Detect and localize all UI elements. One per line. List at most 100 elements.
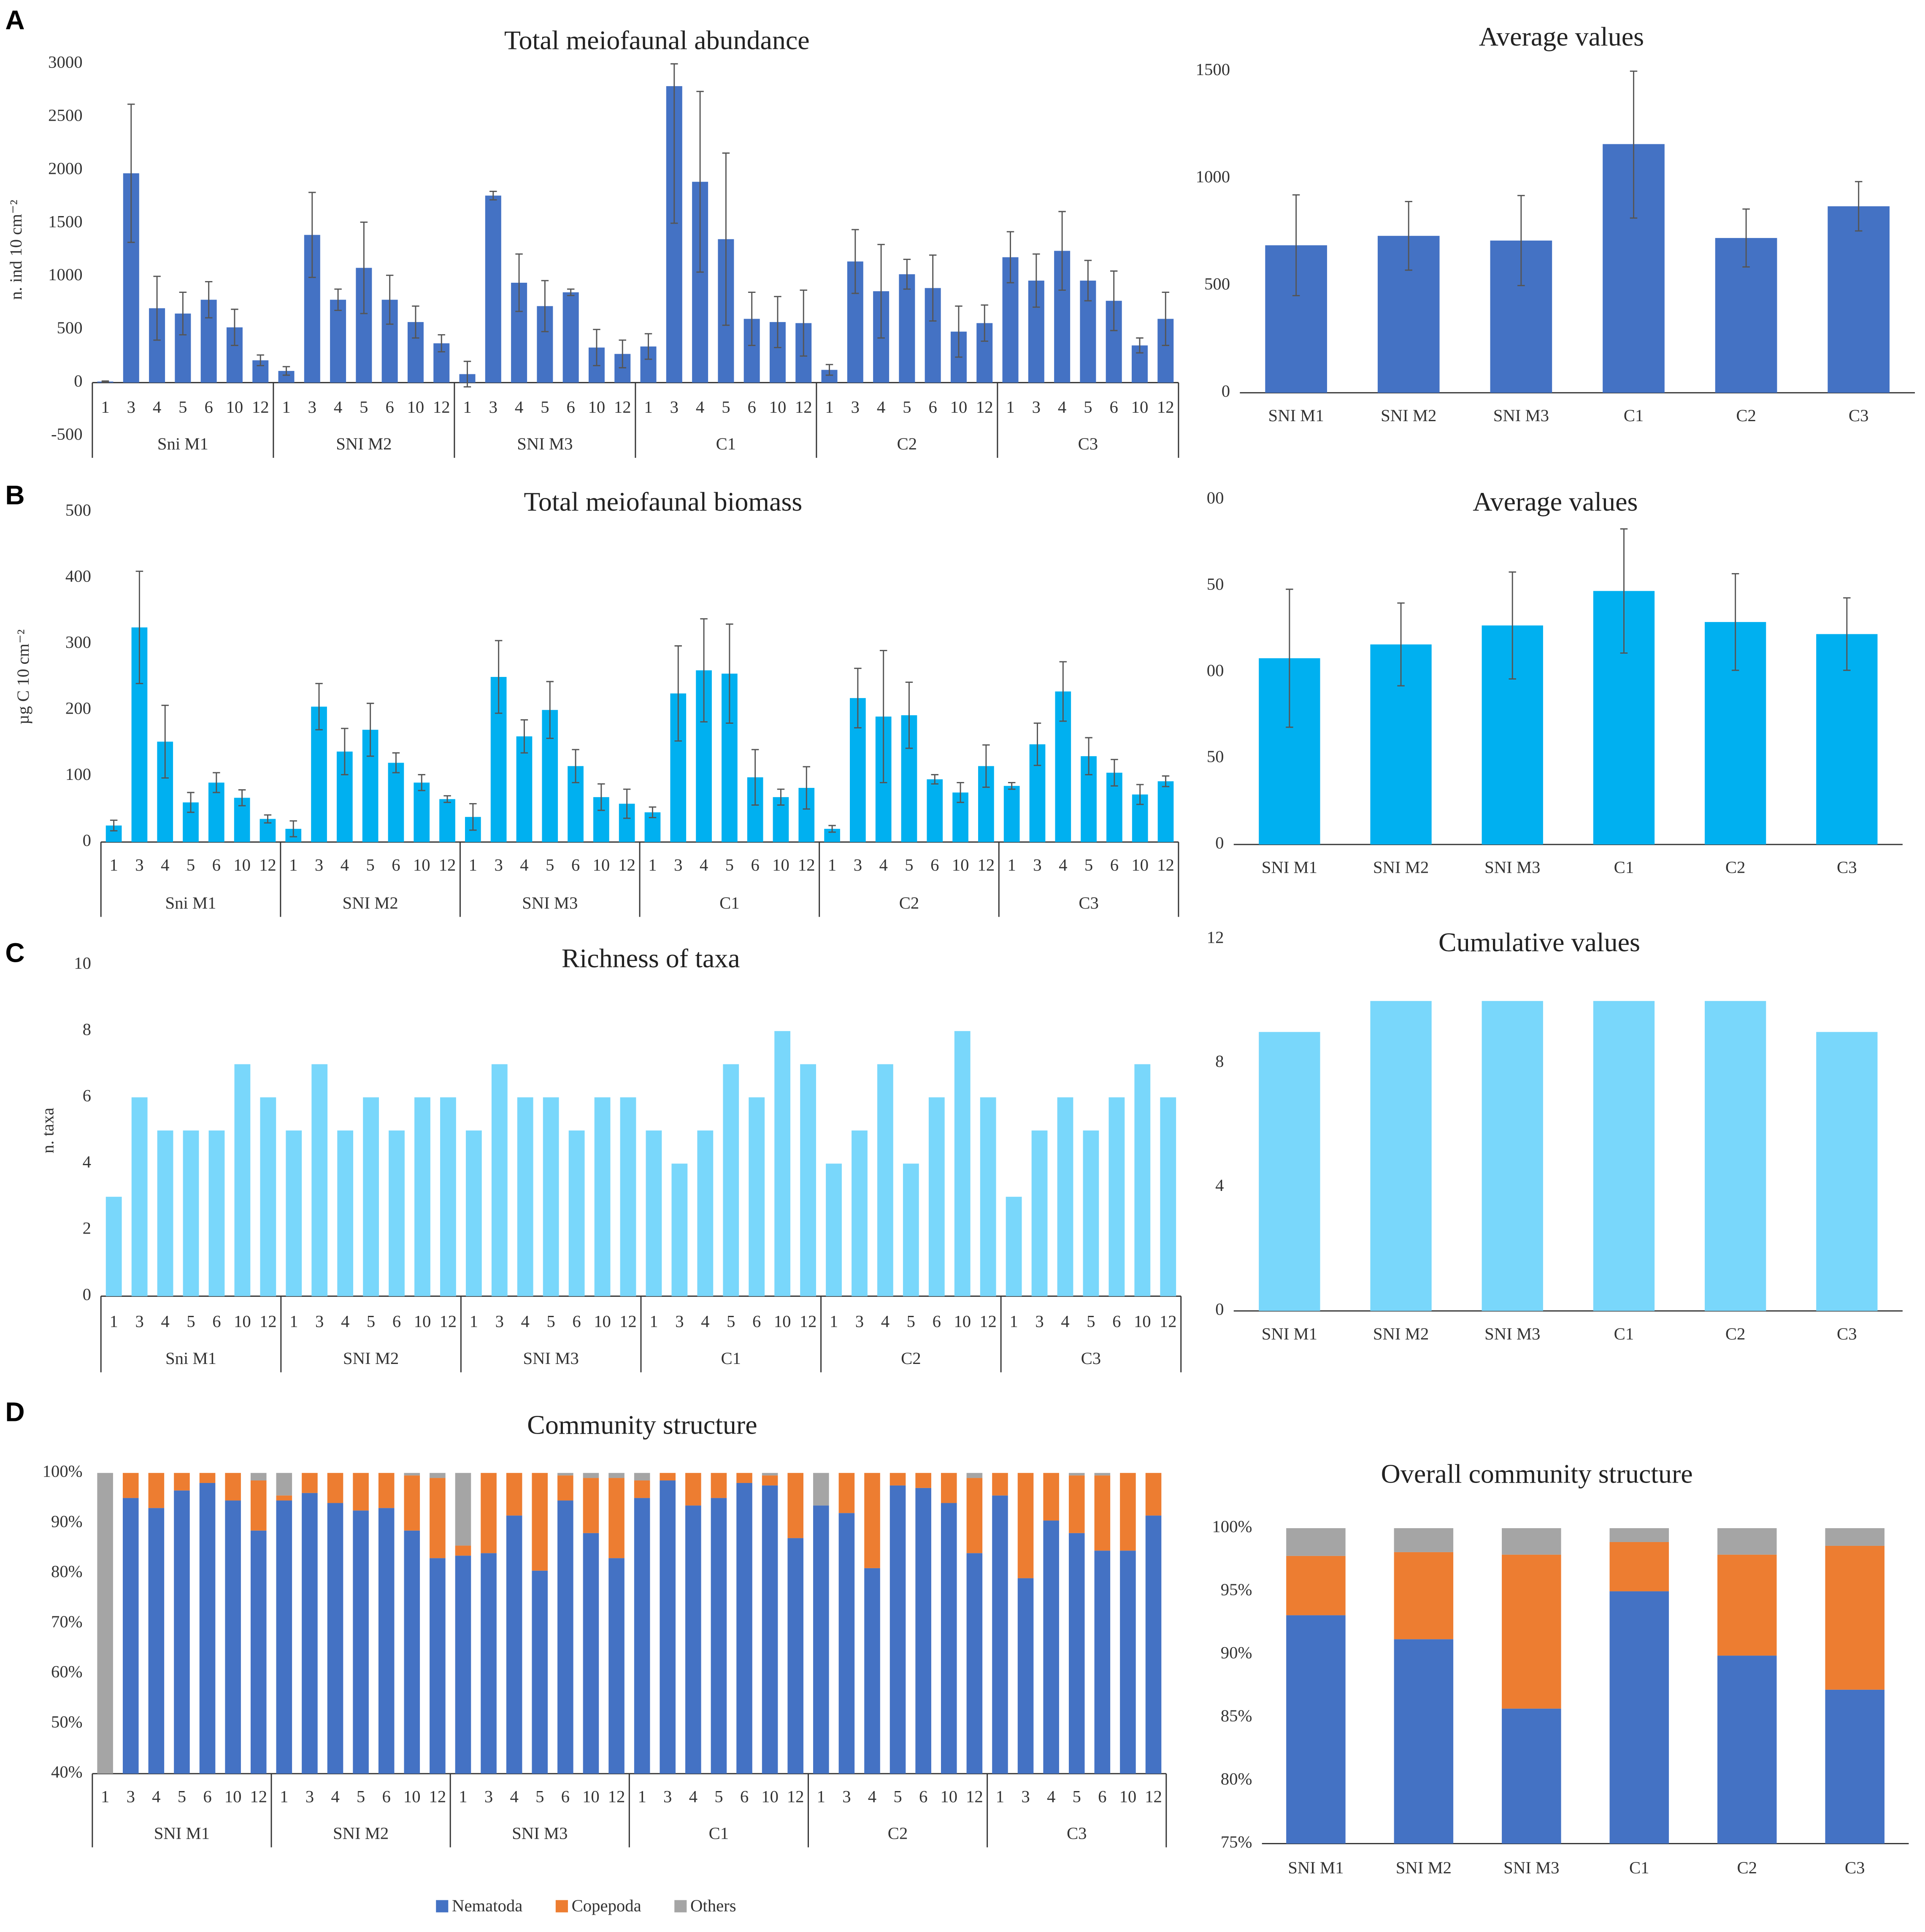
x-tick-label: 12 bbox=[1145, 1787, 1162, 1806]
x-tick-label: 12 bbox=[787, 1787, 804, 1806]
x-tick-label: 6 bbox=[747, 398, 756, 417]
bar-segment bbox=[455, 1545, 471, 1556]
error-bar bbox=[623, 788, 631, 819]
bar-segment bbox=[1094, 1475, 1111, 1551]
y-tick-label: 1000 bbox=[48, 265, 82, 284]
bar bbox=[594, 1097, 611, 1296]
bar-segment bbox=[532, 1570, 548, 1774]
x-tick-label: C1 bbox=[1624, 406, 1644, 425]
x-tick-label: 1 bbox=[110, 1312, 118, 1331]
x-tick-label: 3 bbox=[1021, 1787, 1030, 1806]
x-tick-label: 10 bbox=[234, 1312, 251, 1331]
error-bar bbox=[955, 305, 962, 358]
legend-label: Copepoda bbox=[572, 1896, 641, 1915]
x-tick-label: 12 bbox=[614, 398, 631, 417]
x-tick-label: 1 bbox=[282, 398, 290, 417]
y-tick-label: 85% bbox=[1221, 1706, 1252, 1725]
bar-segment bbox=[1502, 1708, 1561, 1844]
y-tick-label: 8 bbox=[83, 1020, 91, 1039]
bar bbox=[800, 1064, 816, 1296]
bar-segment bbox=[864, 1568, 880, 1774]
error-bar bbox=[803, 766, 810, 810]
x-tick-label: 10 bbox=[226, 398, 243, 417]
bar bbox=[1003, 786, 1020, 842]
bar-segment bbox=[122, 1473, 139, 1498]
x-tick-label: C1 bbox=[1614, 858, 1634, 877]
x-tick-label: 3 bbox=[1035, 1312, 1044, 1331]
error-bar bbox=[127, 103, 135, 243]
x-tick-label: 12 bbox=[1157, 398, 1174, 417]
bar-segment bbox=[199, 1483, 216, 1774]
chart-title: Total meiofaunal abundance bbox=[504, 25, 810, 55]
x-tick-label: 5 bbox=[178, 1787, 186, 1806]
x-tick-label: 5 bbox=[1073, 1787, 1081, 1806]
error-bar bbox=[187, 792, 195, 813]
y-tick-label: 300 bbox=[65, 633, 91, 652]
bar-segment bbox=[481, 1473, 497, 1553]
x-tick-label: 10 bbox=[1119, 1787, 1137, 1806]
error-bar bbox=[572, 749, 579, 783]
bar bbox=[543, 1097, 559, 1296]
bar bbox=[286, 1130, 302, 1296]
error-bar bbox=[905, 682, 913, 749]
x-tick-label: 1 bbox=[289, 1312, 298, 1331]
bar-segment bbox=[1286, 1615, 1346, 1844]
x-tick-label: 4 bbox=[334, 398, 342, 417]
bar-segment bbox=[353, 1473, 369, 1511]
x-tick-label: 4 bbox=[700, 855, 708, 874]
group-label: C3 bbox=[1067, 1824, 1087, 1843]
bar bbox=[1482, 1001, 1543, 1311]
error-bar bbox=[644, 333, 652, 360]
error-bar bbox=[546, 681, 554, 739]
bar-segment bbox=[276, 1473, 292, 1496]
x-tick-label: 5 bbox=[903, 398, 911, 417]
x-tick-label: 6 bbox=[204, 398, 213, 417]
error-bar bbox=[877, 244, 885, 339]
bar bbox=[1828, 206, 1890, 393]
error-bar bbox=[205, 281, 213, 319]
bar-segment bbox=[608, 1558, 625, 1774]
group-label: C3 bbox=[1081, 1349, 1101, 1368]
x-tick-label: 4 bbox=[881, 1312, 890, 1331]
bar bbox=[414, 782, 430, 842]
x-tick-label: 1 bbox=[470, 1312, 478, 1331]
bar bbox=[337, 1130, 354, 1296]
x-tick-label: 10 bbox=[952, 855, 969, 874]
bar-segment bbox=[276, 1500, 292, 1774]
error-bar bbox=[1008, 782, 1016, 790]
y-tick-label: 4 bbox=[1215, 1176, 1224, 1195]
x-tick-label: 12 bbox=[608, 1787, 625, 1806]
bar-segment bbox=[813, 1473, 829, 1506]
bar-segment bbox=[762, 1473, 778, 1476]
bar-segment bbox=[225, 1500, 241, 1774]
x-tick-label: 1 bbox=[830, 1312, 838, 1331]
bar-segment bbox=[1145, 1473, 1162, 1516]
chart-title: Average values bbox=[1473, 487, 1638, 517]
group-label: C1 bbox=[719, 893, 740, 912]
x-tick-label: 3 bbox=[854, 855, 862, 874]
y-tick-label: 60% bbox=[51, 1662, 83, 1681]
x-tick-label: 3 bbox=[315, 1312, 324, 1331]
error-bar bbox=[238, 789, 246, 806]
bar bbox=[1083, 1130, 1099, 1296]
x-tick-label: 10 bbox=[593, 855, 610, 874]
bar-segment bbox=[1120, 1473, 1136, 1551]
group-label: Sni M1 bbox=[165, 1349, 216, 1368]
x-tick-label: 10 bbox=[774, 1312, 791, 1331]
x-tick-label: 6 bbox=[740, 1787, 749, 1806]
x-tick-label: 10 bbox=[761, 1787, 779, 1806]
x-tick-label: 6 bbox=[1112, 1312, 1121, 1331]
bar-segment bbox=[583, 1473, 599, 1478]
bar-segment bbox=[1717, 1528, 1777, 1555]
x-tick-label: 5 bbox=[907, 1312, 915, 1331]
x-tick-label: 1 bbox=[828, 855, 836, 874]
x-tick-label: 1 bbox=[289, 855, 297, 874]
bar-segment bbox=[1717, 1554, 1777, 1656]
error-bar bbox=[1742, 208, 1750, 268]
x-tick-label: 10 bbox=[224, 1787, 242, 1806]
group-label: SNI M2 bbox=[342, 893, 398, 912]
bar-segment bbox=[302, 1473, 318, 1493]
x-tick-label: 10 bbox=[954, 1312, 971, 1331]
x-tick-label: 10 bbox=[413, 855, 430, 874]
y-tick-label: 500 bbox=[65, 501, 91, 520]
